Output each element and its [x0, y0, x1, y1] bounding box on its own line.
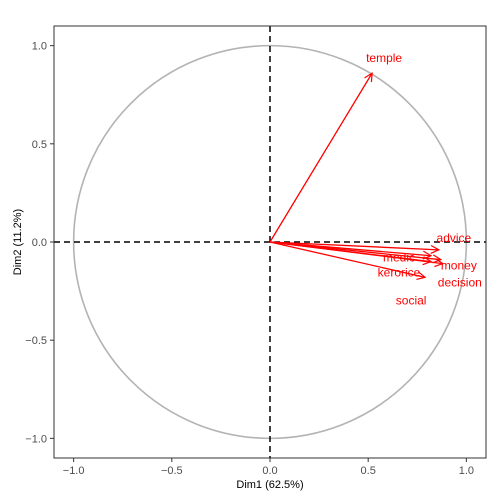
- x-tick-label: −0.5: [161, 465, 183, 477]
- variable-label-advice: advice: [437, 231, 472, 245]
- variable-arrow-decision: [269, 241, 443, 264]
- y-tick-label: 0.0: [32, 237, 47, 249]
- variable-arrow-social: [269, 241, 425, 277]
- x-tick-label: 0.5: [361, 465, 376, 477]
- variable-label-money: money: [441, 259, 477, 273]
- variable-arrow-temple: [269, 73, 372, 243]
- y-tick-label: −1.0: [25, 433, 47, 445]
- x-axis-title: Dim1 (62.5%): [236, 479, 303, 491]
- y-tick-label: 1.0: [32, 41, 47, 53]
- variable-label-medic: medic: [383, 251, 415, 265]
- x-tick-label: 0.0: [262, 465, 277, 477]
- x-tick-label: 1.0: [459, 465, 474, 477]
- y-tick-label: −0.5: [25, 335, 47, 347]
- variable-label-social: social: [396, 293, 427, 307]
- y-axis-title: Dim2 (11.2%): [12, 209, 24, 275]
- x-tick-label: −1.0: [63, 465, 85, 477]
- variable-label-temple: temple: [366, 51, 402, 65]
- y-tick-label: 0.5: [32, 139, 47, 151]
- variable-label-kerorice: kerorice: [378, 266, 421, 280]
- variable-label-decision: decision: [438, 276, 482, 290]
- variable-arrow-advice: [269, 241, 439, 250]
